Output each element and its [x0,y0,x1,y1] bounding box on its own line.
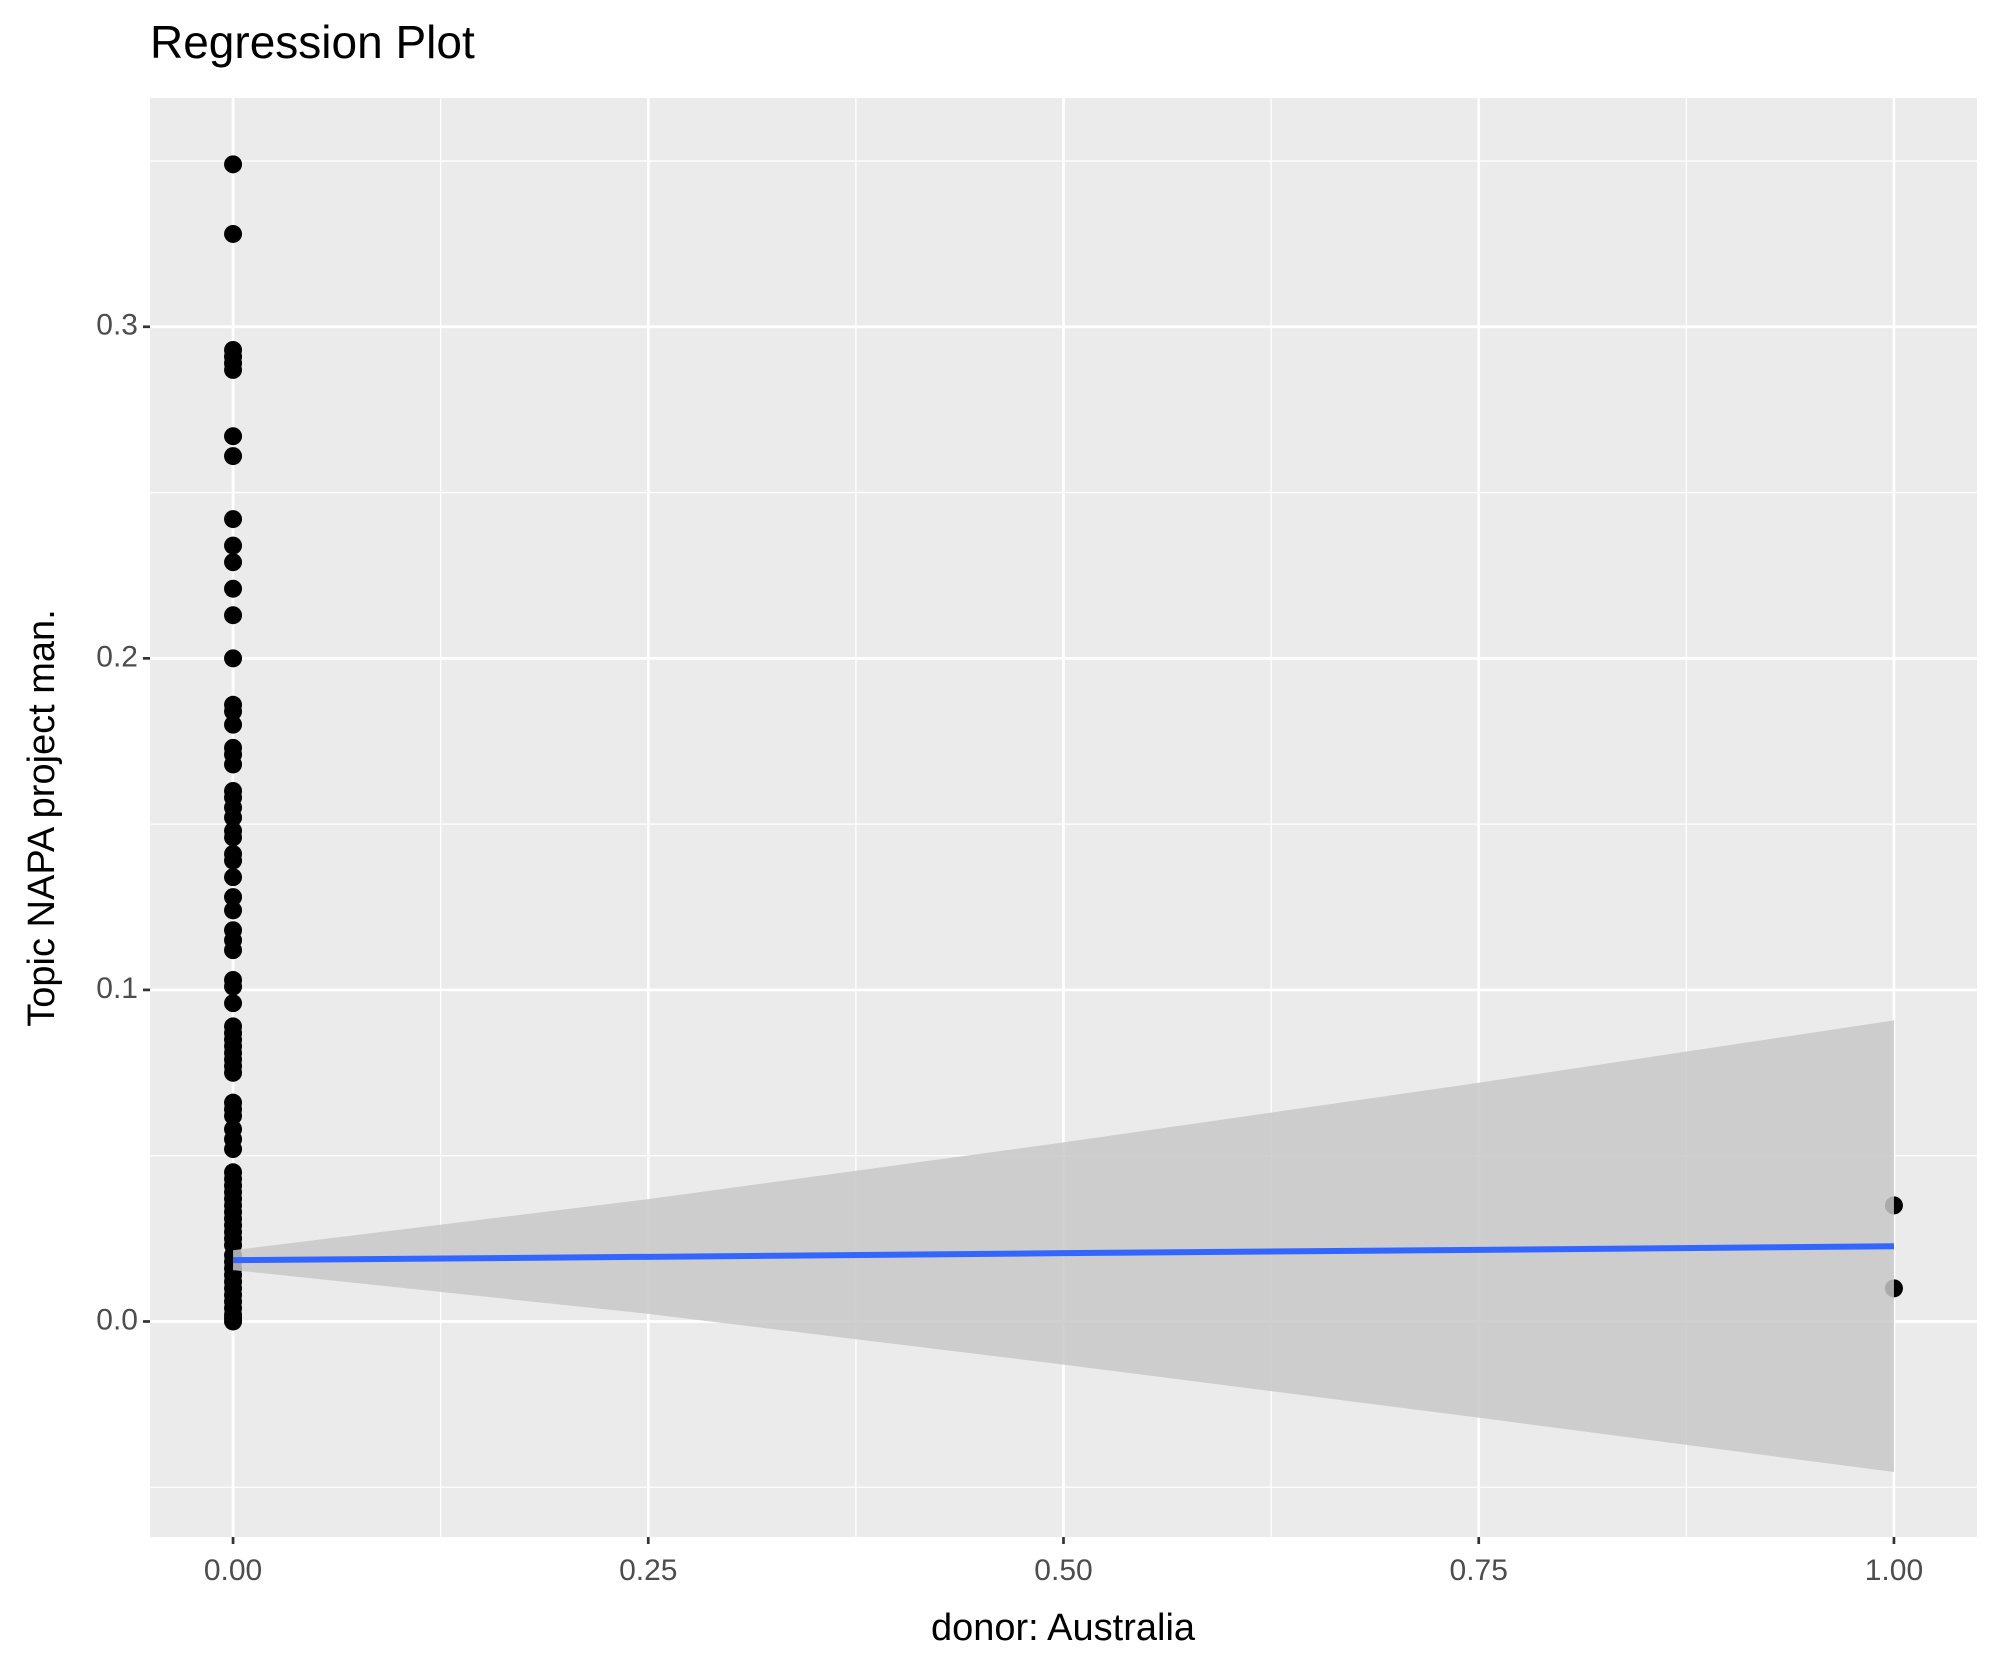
point [224,579,243,598]
y-tick-label: 0.3 [96,309,138,342]
point [224,1063,243,1082]
point [224,868,243,887]
point [224,1106,243,1125]
regression-line [233,1243,1894,1264]
point [224,808,243,827]
point [224,1140,243,1159]
point [224,977,243,996]
y-tick-label: 0.0 [96,1303,138,1336]
point [224,828,243,847]
x-tick-label: 0.75 [1450,1554,1508,1587]
point [224,553,243,572]
x-axis-title: donor: Australia [931,1607,1196,1649]
y-tick-label: 0.1 [96,972,138,1005]
confidence-band [233,1020,1894,1473]
point [224,360,243,379]
chart-title: Regression Plot [150,16,475,68]
point [224,536,243,555]
point [224,702,243,721]
x-tick-label: 0.50 [1034,1554,1092,1587]
point [224,510,243,529]
y-tick-label: 0.2 [96,640,138,673]
point [224,994,243,1013]
point [224,1312,243,1331]
point [224,755,243,774]
x-tick-label: 0.00 [204,1554,262,1587]
point [224,888,243,907]
point [224,715,243,734]
point [224,427,243,446]
point [224,447,243,466]
point [224,224,243,243]
point [224,941,243,960]
x-tick-label: 0.25 [619,1554,677,1587]
point [224,901,243,920]
point [224,649,243,668]
point [224,155,243,174]
y-axis-title: Topic NAPA project man. [21,609,63,1026]
point [224,851,243,870]
point [224,606,243,625]
x-tick-label: 1.00 [1865,1554,1923,1587]
